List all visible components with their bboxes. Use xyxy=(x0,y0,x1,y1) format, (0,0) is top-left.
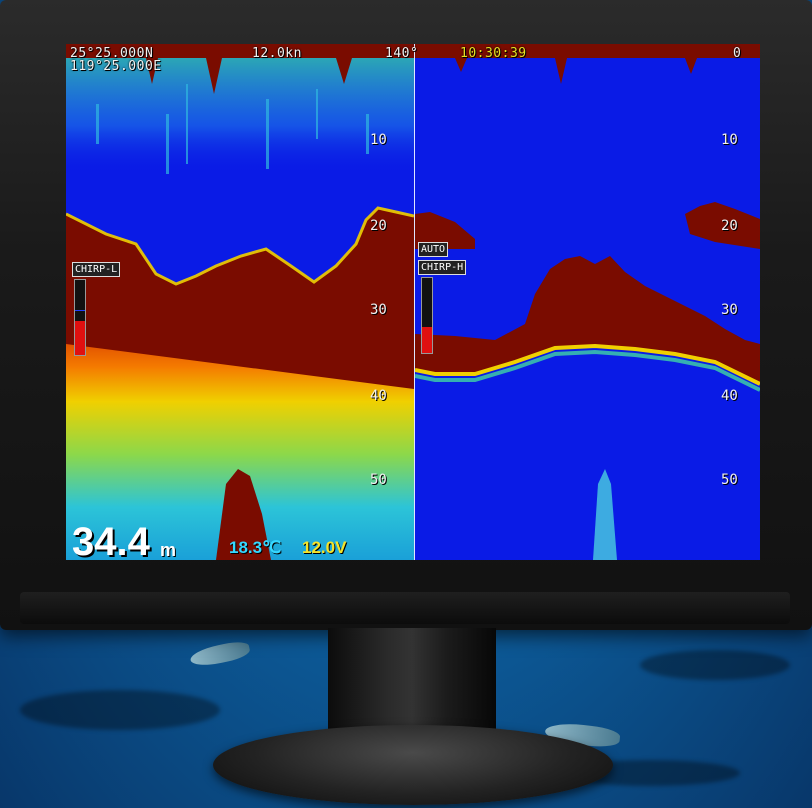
monitor-stand-neck xyxy=(328,628,496,743)
latitude-readout: 25°25.000N xyxy=(70,46,154,61)
depth-scale-10: 10 xyxy=(721,132,738,148)
mode-label-chirp-l[interactable]: CHIRP-L xyxy=(72,262,121,277)
depth-scale-10: 10 xyxy=(370,132,387,148)
gain-meter-left xyxy=(74,279,86,356)
gain-meter-right xyxy=(421,277,433,354)
depth-scale-30: 30 xyxy=(721,302,738,318)
sonar-screen[interactable]: 25°25.000N 119°25.000E 12.0kn 10 20 30 4… xyxy=(66,44,760,560)
monitor-stand-base xyxy=(213,725,613,805)
depth-scale-20: 20 xyxy=(370,218,387,234)
gain-meter-fill xyxy=(422,326,432,353)
gain-mode-auto[interactable]: AUTO xyxy=(418,242,449,257)
fish-image xyxy=(188,638,252,670)
depth-unit: m xyxy=(160,540,177,560)
speed-readout: 12.0kn xyxy=(252,46,302,61)
depth-scale-20: 20 xyxy=(721,218,738,234)
supply-voltage: 12.0V xyxy=(302,538,347,557)
water-shadow xyxy=(640,650,790,680)
heading-readout: 140° xyxy=(385,46,419,61)
right-sonar-panel[interactable]: 140° 10:30:39 0 10 20 30 40 50 AUTO CHIR… xyxy=(385,44,760,560)
water-shadow xyxy=(20,690,220,730)
gain-meter-fill xyxy=(75,321,85,355)
panel-divider xyxy=(414,44,415,560)
time-readout: 10:30:39 xyxy=(460,46,527,61)
left-sonar-panel[interactable]: 25°25.000N 119°25.000E 12.0kn 10 20 30 4… xyxy=(66,44,414,560)
depth-scale-40: 40 xyxy=(370,388,387,404)
depth-scale-50: 50 xyxy=(370,472,387,488)
depth-scale-50: 50 xyxy=(721,472,738,488)
depth-value: 34.4 xyxy=(72,520,150,560)
depth-scale-30: 30 xyxy=(370,302,387,318)
right-echogram xyxy=(415,44,760,560)
water-temperature: 18.3℃ xyxy=(229,538,282,557)
gain-meter-tick xyxy=(75,310,85,311)
longitude-readout: 119°25.000E xyxy=(70,59,162,74)
mode-label-chirp-h[interactable]: CHIRP-H xyxy=(418,260,467,275)
left-echogram xyxy=(66,44,414,560)
monitor-bezel-bottom xyxy=(20,592,790,624)
depth-scale-40: 40 xyxy=(721,388,738,404)
depth-scale-0: 0 xyxy=(733,46,742,61)
